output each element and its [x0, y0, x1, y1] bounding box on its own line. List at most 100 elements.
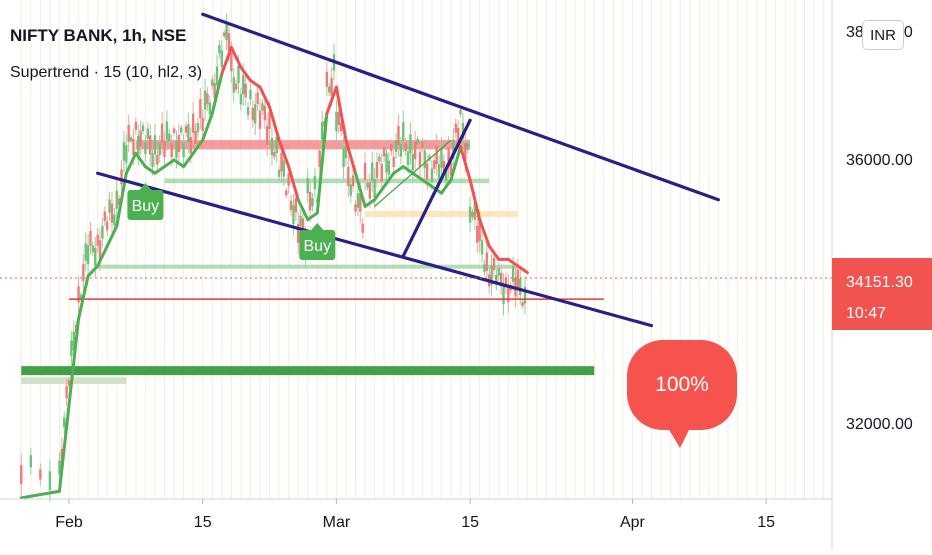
- candle-body: [273, 152, 276, 157]
- candle-body: [122, 142, 126, 161]
- buy-signal-arrow: [311, 223, 324, 230]
- indicator-legend[interactable]: Supertrend · 15 (10, hl2, 3): [10, 64, 203, 81]
- candle-body: [268, 111, 271, 130]
- candle-body: [132, 138, 135, 156]
- price-zone: [135, 140, 471, 150]
- candle-body: [70, 340, 73, 357]
- currency-button[interactable]: INR: [862, 20, 904, 50]
- candle-body: [325, 71, 329, 87]
- candle-body: [468, 206, 472, 223]
- candle-body: [356, 193, 360, 208]
- supertrend-segment: [19, 489, 61, 500]
- candle-body: [187, 123, 190, 143]
- candle-body: [160, 123, 164, 143]
- candle-body: [397, 125, 400, 146]
- supertrend-segment: [239, 65, 252, 82]
- candle-body: [237, 65, 240, 84]
- candle-body: [275, 137, 278, 153]
- candle-body: [313, 175, 317, 190]
- candle-body: [89, 231, 92, 246]
- candle-body: [416, 138, 419, 145]
- supertrend-segment: [229, 45, 243, 69]
- candle-body: [222, 32, 226, 37]
- candle-body: [244, 83, 247, 98]
- time-tick-label: 15: [194, 514, 212, 531]
- buy-signal: Buy: [127, 183, 164, 220]
- supertrend-segment: [354, 171, 367, 208]
- supertrend-segment: [96, 244, 109, 268]
- candle-body: [406, 151, 410, 165]
- candle-body: [394, 140, 398, 152]
- candle-body: [330, 77, 333, 96]
- candle-body: [289, 200, 293, 211]
- candle-body: [490, 265, 493, 285]
- candle-body: [478, 221, 481, 241]
- symbol-title[interactable]: NIFTY BANK, 1h, NSE: [10, 26, 187, 45]
- candle-body: [58, 460, 61, 475]
- candle-body: [473, 202, 477, 220]
- callout-layer: 100%: [627, 340, 737, 448]
- buy-signal-box: [299, 230, 336, 260]
- candle-body: [371, 162, 374, 181]
- candle-body: [449, 161, 453, 176]
- supertrend-segment: [57, 403, 71, 493]
- candle-body: [320, 121, 324, 140]
- candle-body: [385, 153, 388, 173]
- price-tick-label: 32000.00: [846, 416, 913, 433]
- candle-body: [378, 156, 381, 162]
- supertrend-layer: [19, 45, 529, 500]
- price-scale[interactable]: 38000.00 36000.00 32000.00 34151.30 10:4…: [832, 24, 932, 433]
- candle-body: [437, 164, 441, 180]
- candle-body: [120, 169, 123, 185]
- candle-body: [433, 160, 436, 169]
- candle-body: [471, 211, 474, 218]
- time-scale[interactable]: Feb 15 Mar 15 Apr 15: [55, 499, 775, 531]
- channel-lines-layer: [96, 12, 721, 328]
- candle-body: [177, 134, 181, 153]
- candle-body: [402, 122, 405, 141]
- candle-body: [67, 380, 71, 386]
- last-price-label-box: [832, 258, 932, 330]
- candle-body: [349, 184, 352, 196]
- candle-body: [175, 140, 178, 158]
- candle-body: [519, 278, 522, 296]
- candle-body: [456, 127, 460, 141]
- buy-signal-arrow: [139, 183, 152, 190]
- candle-body: [361, 223, 364, 233]
- candle-body: [373, 179, 376, 198]
- candle-body: [454, 123, 457, 133]
- candle-body: [180, 127, 183, 133]
- last-price-label: 34151.30: [846, 274, 913, 291]
- candle-body: [380, 164, 383, 182]
- candle-body: [251, 107, 255, 121]
- candle-body: [392, 156, 395, 168]
- percentage-callout: 100%: [627, 340, 737, 448]
- candle-body: [246, 107, 250, 116]
- zones-layer: [21, 140, 518, 384]
- candle-body: [485, 252, 489, 271]
- supertrend-segment: [382, 171, 396, 188]
- candle-body: [156, 154, 159, 165]
- candle-body: [234, 83, 238, 90]
- time-tick-label: 15: [461, 514, 479, 531]
- candle-body: [98, 240, 102, 260]
- candle-body: [141, 125, 145, 132]
- candle-body: [523, 286, 527, 304]
- supertrend-segment: [334, 85, 348, 142]
- supertrend-segment: [478, 218, 491, 248]
- supertrend-segment: [420, 178, 434, 188]
- candle-body: [445, 169, 448, 181]
- candle-body: [299, 215, 302, 227]
- supertrend-segment: [210, 72, 224, 116]
- candle-body: [382, 146, 386, 157]
- candle-body: [256, 92, 259, 104]
- candle-body: [318, 150, 321, 168]
- supertrend-segment: [344, 138, 357, 175]
- candle-body: [413, 141, 417, 160]
- supertrend-segment: [143, 165, 157, 175]
- candle-body: [203, 90, 207, 110]
- candle-body: [263, 105, 266, 121]
- candle-body: [103, 211, 107, 221]
